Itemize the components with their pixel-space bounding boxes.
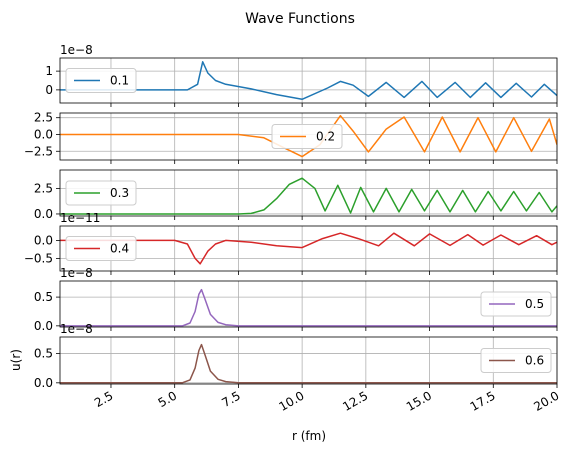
y-axis-label: u(r) [9,349,23,371]
series-line-0.3 [60,177,557,215]
x-tick-label: 12.5 [340,388,370,413]
legend-box [65,180,137,206]
subplot-stack: 1 0 1e−8 0.1 2.5 0.0 −2.5 0.2 2.5 0.0 0.3 0.0 −0.5 1e… [24,43,558,390]
y-tick-label: 0 [45,83,53,97]
legend-box [480,348,552,373]
x-tick-label: 20.0 [531,388,561,413]
y-tick-label: 2.5 [34,111,53,125]
subplot-2: 2.5 0.0 −2.5 0.2 [24,111,558,164]
y-tick-label: −0.5 [24,251,53,265]
legend-box [65,236,137,261]
x-tick-label: 10.0 [276,388,306,413]
y-tick-label: 0.0 [34,207,53,221]
y-tick-label: 0.5 [34,290,53,304]
subplot-5: 0.5 0.0 1e−8 0.5 [34,266,558,333]
subplot-4: 0.0 −0.5 1e−11 0.4 [24,211,558,275]
scale-exponent: 1e−8 [60,43,93,57]
y-tick-label: 0.0 [34,233,53,247]
series-line-0.1 [60,61,557,101]
figure-title: Wave Functions [245,11,355,27]
subplot-6: 0.5 0.0 1e−8 0.6 [34,322,558,390]
legend: 0.6 [480,348,552,373]
axes-frame [59,336,558,385]
legend-box [65,68,137,93]
y-tick-label: 2.5 [34,181,53,195]
legend-box [480,291,552,317]
axes-frame [59,112,558,161]
axes-frame [59,225,558,272]
legend-label: 0.5 [525,297,544,311]
legend: 0.4 [65,236,137,261]
x-axis: 2.5 5.0 7.5 10.0 12.5 15.0 17.5 20.0 [92,388,562,413]
axes-frame [59,169,558,217]
legend: 0.2 [271,124,343,149]
legend-label: 0.1 [110,74,129,88]
legend: 0.1 [65,68,137,93]
x-tick-label: 15.0 [404,388,434,413]
legend-label: 0.2 [316,130,335,144]
y-tick-label: 0.0 [34,127,53,141]
scale-exponent: 1e−11 [60,211,100,225]
x-tick-label: 17.5 [468,388,498,413]
y-tick-label: 0.0 [34,376,53,390]
legend: 0.5 [480,291,552,317]
y-tick-label: 0.0 [34,319,53,333]
legend: 0.3 [65,180,137,206]
y-tick-label: 1 [45,64,53,78]
series-line-0.4 [60,232,557,265]
x-tick-label: 2.5 [92,388,116,410]
axes-frame [59,57,558,104]
scale-exponent: 1e−8 [60,322,93,336]
y-tick-label: 0.5 [34,346,53,360]
series-line-0.6 [60,343,557,384]
legend-label: 0.6 [525,354,544,368]
subplot-1: 1 0 1e−8 0.1 [45,43,558,107]
x-axis-label: r (fm) [292,429,326,443]
x-tick-label: 7.5 [219,388,243,410]
series-line-0.2 [60,114,557,158]
x-tick-label: 5.0 [156,388,180,410]
series-line-0.5 [60,288,557,327]
scale-exponent: 1e−8 [60,266,93,280]
legend-box [271,124,343,149]
legend-label: 0.4 [110,242,129,256]
axes-frame [59,280,558,328]
y-tick-label: −2.5 [24,144,53,158]
subplot-3: 2.5 0.0 0.3 [34,169,558,221]
legend-label: 0.3 [110,186,129,200]
